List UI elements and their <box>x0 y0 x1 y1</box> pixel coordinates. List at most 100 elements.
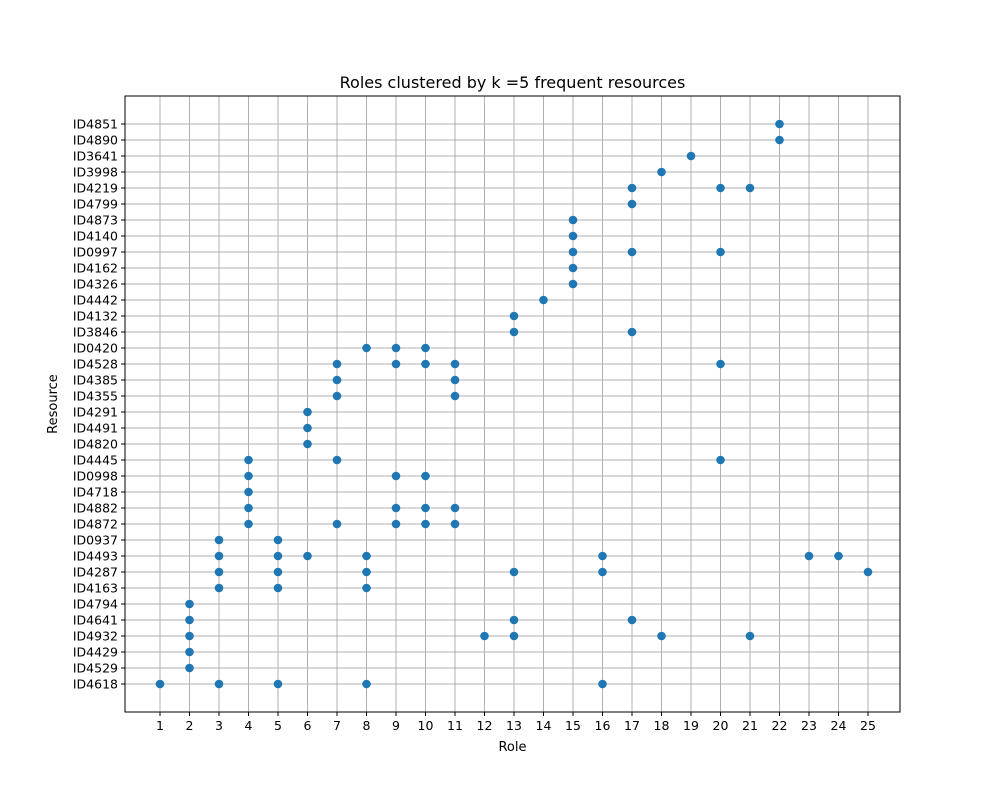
scatter-point <box>362 583 371 593</box>
x-tick-label: 19 <box>683 718 699 733</box>
scatter-point <box>185 647 194 657</box>
scatter-point <box>421 519 430 529</box>
scatter-point <box>273 567 283 577</box>
x-tick-label: 1 <box>156 718 164 733</box>
chart-title: Roles clustered by k =5 frequent resourc… <box>340 73 686 92</box>
y-tick-label: ID4385 <box>73 373 118 388</box>
y-tick-label: ID4493 <box>73 549 118 564</box>
y-tick-label: ID4618 <box>73 677 118 692</box>
y-tick-label: ID0997 <box>73 245 118 260</box>
scatter-point <box>214 679 224 689</box>
scatter-point <box>421 343 430 353</box>
x-tick-label: 10 <box>418 718 434 733</box>
scatter-point <box>362 567 371 577</box>
scatter-point <box>568 279 578 289</box>
scatter-point <box>509 311 519 321</box>
y-tick-label: ID4140 <box>73 229 118 244</box>
x-tick-label: 9 <box>392 718 400 733</box>
scatter-point <box>657 167 666 177</box>
grid <box>125 96 900 712</box>
x-tick-label: 13 <box>506 718 522 733</box>
scatter-point <box>421 359 430 369</box>
scatter-point <box>244 519 253 529</box>
scatter-point <box>332 519 342 529</box>
scatter-point <box>745 631 755 641</box>
scatter-point <box>185 599 194 609</box>
scatter-point <box>509 327 519 337</box>
y-tick-label: ID4890 <box>73 133 118 148</box>
scatter-point <box>303 439 312 449</box>
y-tick-label: ID4442 <box>73 293 118 308</box>
scatter-point <box>568 263 578 273</box>
x-tick-label: 21 <box>742 718 758 733</box>
scatter-point <box>214 567 224 577</box>
scatter-point <box>391 471 401 481</box>
scatter-point <box>303 407 312 417</box>
x-tick-label: 12 <box>477 718 493 733</box>
scatter-point <box>332 455 342 465</box>
scatter-point <box>421 503 430 513</box>
y-tick-label: ID4132 <box>73 309 118 324</box>
scatter-point <box>450 503 460 513</box>
y-axis-ticks: ID4618ID4529ID4429ID4932ID4641ID4794ID41… <box>73 117 125 692</box>
x-tick-label: 24 <box>831 718 847 733</box>
scatter-point <box>185 615 194 625</box>
scatter-point <box>863 567 873 577</box>
y-tick-label: ID3846 <box>73 325 118 340</box>
x-tick-label: 23 <box>801 718 817 733</box>
x-tick-label: 7 <box>333 718 341 733</box>
scatter-point <box>627 327 637 337</box>
scatter-point <box>509 567 519 577</box>
y-tick-label: ID4528 <box>73 357 118 372</box>
scatter-point <box>303 423 312 433</box>
scatter-point <box>627 183 637 193</box>
scatter-point <box>244 455 253 465</box>
scatter-point <box>568 231 578 241</box>
scatter-point <box>244 471 253 481</box>
scatter-point <box>716 183 725 193</box>
scatter-point <box>480 631 489 641</box>
y-axis-label: Resource <box>46 374 61 434</box>
scatter-point <box>716 455 725 465</box>
scatter-point <box>598 551 607 561</box>
y-tick-label: ID4872 <box>73 517 118 532</box>
scatter-point <box>775 135 784 145</box>
scatter-point <box>332 359 342 369</box>
scatter-point <box>627 199 637 209</box>
scatter-point <box>450 359 460 369</box>
y-tick-label: ID4529 <box>73 661 118 676</box>
x-tick-label: 20 <box>713 718 729 733</box>
scatter-point <box>273 551 283 561</box>
x-tick-label: 3 <box>215 718 223 733</box>
scatter-point <box>657 631 666 641</box>
x-tick-label: 18 <box>654 718 670 733</box>
y-tick-label: ID0420 <box>73 341 118 356</box>
scatter-point <box>185 663 194 673</box>
scatter-point <box>391 519 401 529</box>
y-tick-label: ID4882 <box>73 501 118 516</box>
scatter-point <box>775 119 784 129</box>
scatter-point <box>391 359 401 369</box>
y-tick-label: ID4873 <box>73 213 118 228</box>
x-tick-label: 8 <box>363 718 371 733</box>
y-tick-label: ID4291 <box>73 405 118 420</box>
scatter-point <box>362 679 371 689</box>
x-tick-label: 2 <box>186 718 194 733</box>
scatter-point <box>450 519 460 529</box>
data-points <box>155 119 873 689</box>
scatter-point <box>686 151 696 161</box>
y-tick-label: ID3641 <box>73 149 118 164</box>
y-tick-label: ID3998 <box>73 165 118 180</box>
plot-frame <box>124 95 901 713</box>
x-tick-label: 6 <box>304 718 312 733</box>
x-tick-label: 14 <box>536 718 552 733</box>
y-tick-label: ID4799 <box>73 197 118 212</box>
y-tick-label: ID4326 <box>73 277 118 292</box>
y-tick-label: ID4491 <box>73 421 118 436</box>
y-tick-label: ID4162 <box>73 261 118 276</box>
scatter-point <box>303 551 312 561</box>
x-tick-label: 17 <box>624 718 640 733</box>
x-tick-label: 15 <box>565 718 581 733</box>
y-tick-label: ID4932 <box>73 629 118 644</box>
